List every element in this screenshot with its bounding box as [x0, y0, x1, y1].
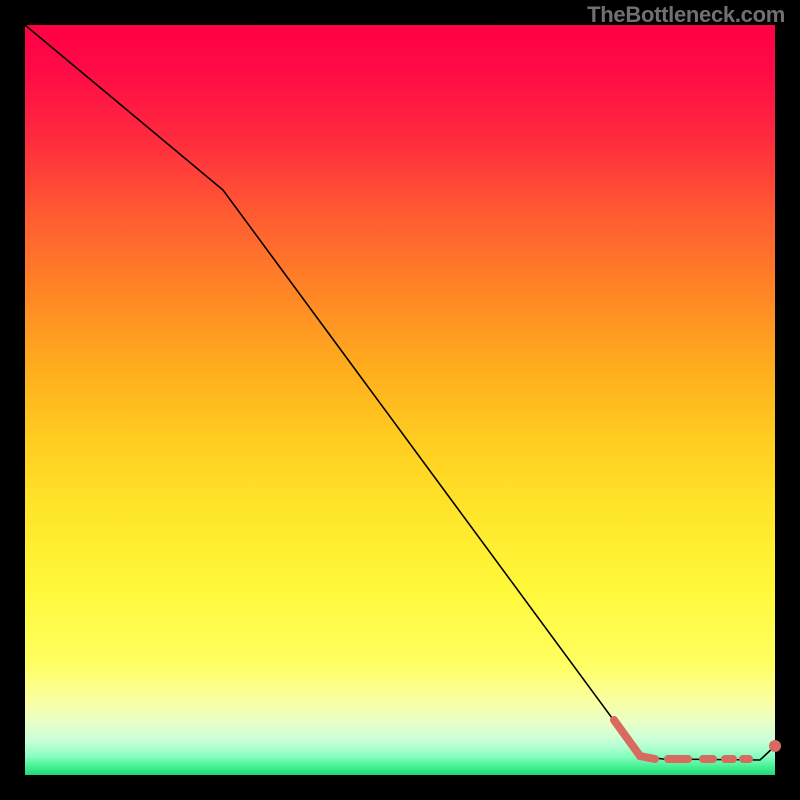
chart-container: TheBottleneck.com [0, 0, 800, 800]
line-overlay [0, 0, 800, 800]
highlighted-segment [614, 720, 781, 759]
main-curve [25, 25, 775, 760]
